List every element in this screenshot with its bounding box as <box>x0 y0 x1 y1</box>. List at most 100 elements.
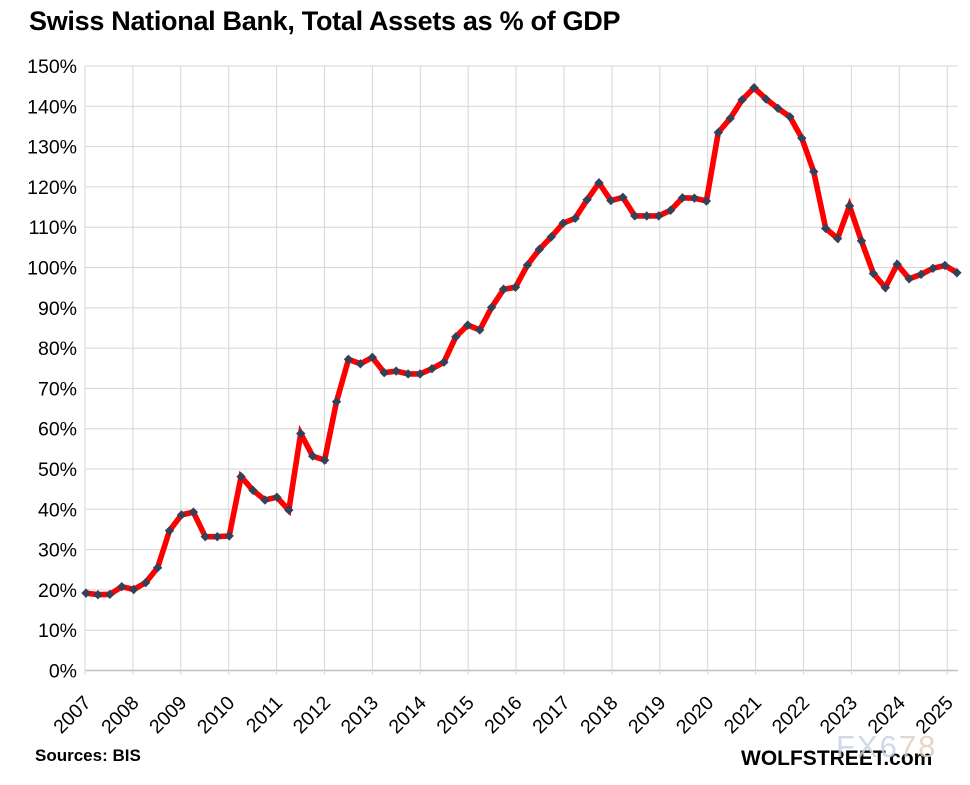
data-point-marker <box>498 284 509 294</box>
data-point-marker <box>952 268 962 278</box>
data-point-marker <box>642 211 652 221</box>
data-line-snb-assets <box>83 83 960 598</box>
data-point-marker <box>331 396 342 407</box>
x-tick-label: 2014 <box>385 692 431 738</box>
y-tick-label: 80% <box>38 338 77 360</box>
x-tick-label: 2017 <box>528 692 574 738</box>
x-tick-label: 2015 <box>432 692 478 738</box>
data-point-marker <box>916 269 926 280</box>
data-point-marker <box>618 192 628 203</box>
data-point-marker <box>665 205 676 215</box>
data-point-marker <box>856 236 867 246</box>
data-point-marker <box>224 531 234 541</box>
data-point-marker <box>463 320 473 330</box>
data-point-marker <box>677 193 688 203</box>
data-point-marker <box>940 260 950 271</box>
data-point-marker <box>236 471 246 482</box>
watermark-part1: FX6 <box>836 729 899 764</box>
data-point-marker <box>582 195 592 205</box>
data-point-marker <box>510 282 521 292</box>
x-tick-label: 2019 <box>624 692 670 738</box>
data-point-marker <box>391 366 401 376</box>
y-tick-label: 70% <box>38 378 77 400</box>
data-point-marker <box>880 282 891 293</box>
chart-title: Swiss National Bank, Total Assets as % o… <box>29 6 621 36</box>
data-point-marker <box>749 83 759 93</box>
data-point-marker <box>439 357 449 367</box>
data-point-marker <box>820 223 831 234</box>
data-point-marker <box>367 352 378 363</box>
watermark-part2: 78 <box>898 729 938 764</box>
data-point-marker <box>904 274 914 284</box>
y-tick-label: 0% <box>49 661 77 683</box>
x-tick-label: 2009 <box>145 692 191 738</box>
data-point-marker <box>809 166 819 177</box>
y-tick-label: 110% <box>29 217 77 239</box>
y-axis: 0% 10% 20% 30% 40% 50% 60% 70% 80% 90% 100% 110% 120… <box>27 56 77 683</box>
data-point-marker <box>653 211 664 221</box>
data-point-marker <box>164 525 175 536</box>
x-tick-label: 2020 <box>672 692 718 738</box>
data-point-marker <box>248 485 258 496</box>
y-tick-label: 130% <box>27 137 77 159</box>
y-tick-label: 140% <box>27 96 77 118</box>
x-tick-label: 2012 <box>289 692 335 738</box>
x-tick-label: 2021 <box>720 692 766 738</box>
data-point-markers <box>81 83 962 600</box>
x-tick-label: 2010 <box>193 692 239 738</box>
data-point-marker <box>558 218 568 228</box>
y-tick-label: 90% <box>38 298 77 320</box>
data-point-marker <box>355 359 366 369</box>
data-point-marker <box>117 581 127 592</box>
sources-label: Sources: BIS <box>35 746 141 765</box>
data-point-marker <box>200 532 210 542</box>
y-tick-label: 150% <box>27 56 77 78</box>
data-point-marker <box>928 263 938 274</box>
data-point-marker <box>570 213 580 224</box>
x-tick-label: 2016 <box>480 692 526 738</box>
data-point-marker <box>284 505 294 515</box>
data-point-marker <box>844 201 855 211</box>
brand-label: WOLFSTREET.com <box>741 747 933 770</box>
data-point-marker <box>379 367 389 378</box>
data-point-marker <box>152 563 163 573</box>
x-tick-label: 2013 <box>337 692 383 738</box>
x-tick-label: 2011 <box>242 692 287 737</box>
x-tick-label: 2007 <box>49 692 95 738</box>
y-tick-label: 120% <box>27 177 77 199</box>
data-point-marker <box>81 588 91 598</box>
data-point-marker <box>832 233 843 244</box>
data-point-marker <box>474 325 485 335</box>
x-tick-label: 2022 <box>768 692 814 738</box>
data-point-marker <box>689 193 700 203</box>
data-point-marker <box>427 363 437 374</box>
data-point-marker <box>534 244 545 255</box>
data-point-marker <box>307 451 318 461</box>
data-point-marker <box>785 112 795 122</box>
data-point-marker <box>403 369 413 379</box>
data-point-marker <box>129 584 139 595</box>
data-point-marker <box>713 127 723 138</box>
x-tick-label: 2018 <box>576 692 622 738</box>
fx678-watermark: FX678 <box>836 729 937 765</box>
data-point-marker <box>773 103 783 114</box>
data-point-marker <box>546 232 556 242</box>
data-point-marker <box>761 94 771 104</box>
data-point-marker <box>868 268 879 279</box>
data-point-marker <box>212 532 222 542</box>
data-point-marker <box>188 507 199 517</box>
x-tick-label: 2008 <box>97 692 143 738</box>
y-tick-label: 100% <box>27 258 77 280</box>
data-point-marker <box>260 495 270 505</box>
data-point-marker <box>451 332 461 342</box>
data-point-marker <box>415 369 425 379</box>
data-point-marker <box>725 113 735 124</box>
y-tick-label: 10% <box>38 620 77 642</box>
y-tick-label: 60% <box>38 419 77 441</box>
data-point-marker <box>737 95 747 105</box>
y-tick-label: 20% <box>38 580 77 602</box>
data-point-marker <box>594 178 604 188</box>
data-point-marker <box>701 196 712 206</box>
